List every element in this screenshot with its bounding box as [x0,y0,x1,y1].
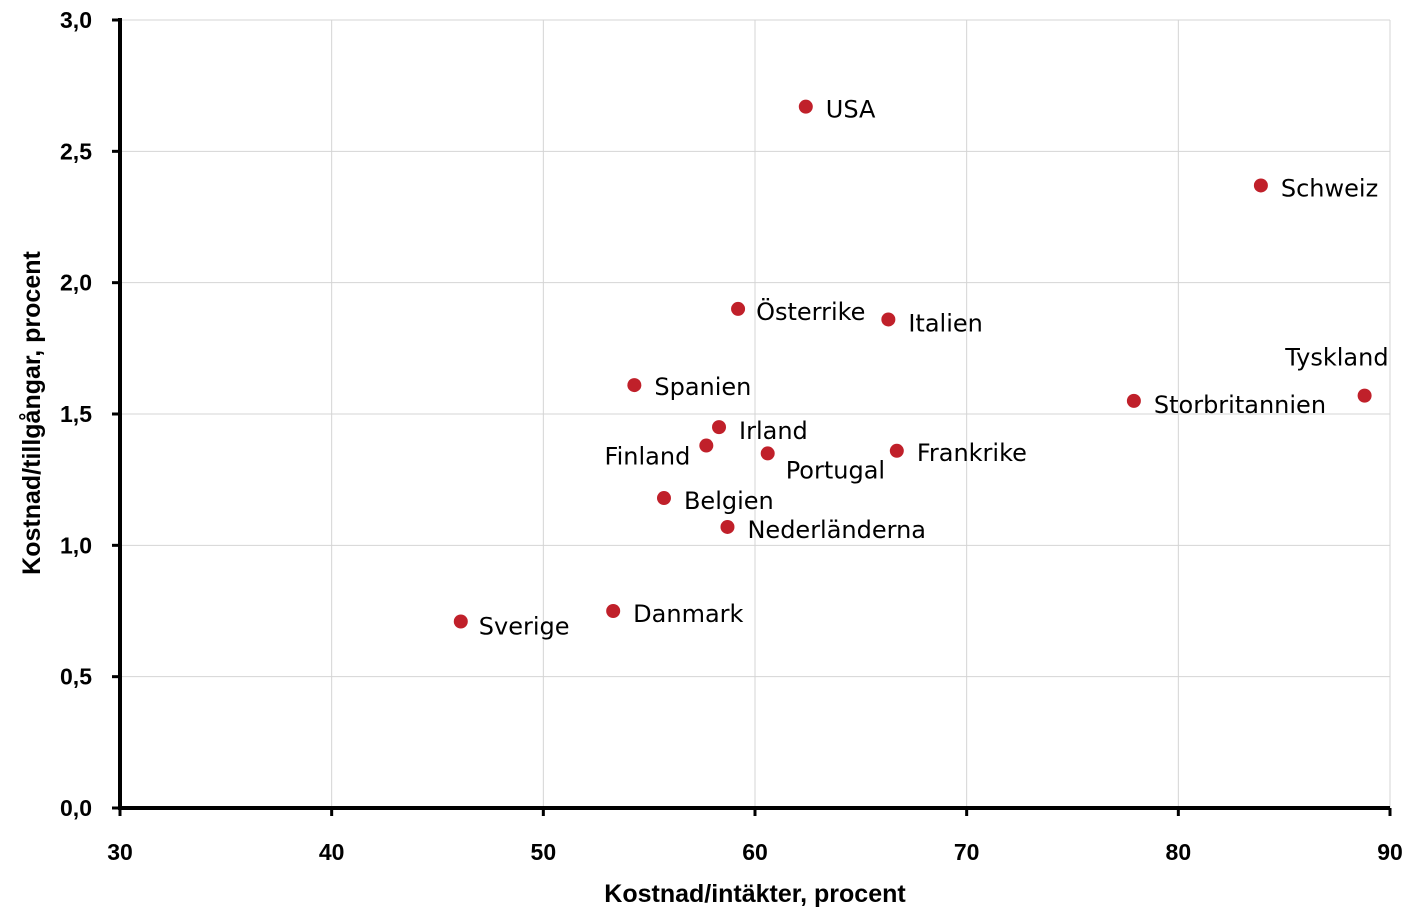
y-tick-label: 0,5 [60,664,92,690]
data-point-label: Storbritannien [1154,391,1326,419]
data-point [606,604,621,618]
y-axis-title: Kostnad/tillgångar, procent [18,251,46,575]
data-point [453,614,468,629]
data-point-label: Spanien [654,373,751,401]
point-labels: USA Schweiz Österrike Italien Tyskland Spanie… [479,96,1389,641]
x-tick-label: 60 [742,839,768,865]
data-point-label: Finland [605,443,691,471]
data-point-label: Portugal [786,456,885,484]
x-axis-title: Kostnad/intäkter, procent [604,880,906,908]
data-point-label: Italien [908,309,983,337]
x-tick-label: 70 [954,839,980,865]
data-point-label: Österrike [756,297,865,326]
data-point-label: Belgien [684,487,774,515]
data-point [1357,388,1372,403]
data-point [881,312,896,327]
y-tick-label: 2,0 [60,270,92,296]
grid-lines [120,19,1391,808]
data-point-label: Schweiz [1281,174,1378,202]
data-point [889,443,904,458]
data-point [1253,178,1268,193]
data-point-label: Frankrike [917,439,1027,467]
x-tick-label: 30 [107,839,133,865]
y-tick-label: 1,5 [60,401,92,427]
tick-labels: 30 40 50 60 70 80 90 0,0 0,5 1,0 1,5 2,0 2,5 3,0 [60,7,1403,865]
data-point-label: Nederländerna [747,516,926,544]
x-tick-label: 50 [531,839,557,865]
data-point-label: Irland [739,417,808,445]
data-point [720,519,735,534]
data-point-label: Tyskland [1284,344,1388,372]
y-tick-label: 1,0 [60,532,92,558]
y-tick-label: 2,5 [60,138,92,164]
data-point [798,99,813,114]
y-tick-label: 3,0 [60,7,92,33]
data-point [699,438,714,453]
data-point [1126,393,1141,408]
data-point-label: USA [826,96,876,124]
data-point [627,378,642,393]
x-tick-label: 90 [1377,839,1403,865]
data-point [760,446,775,461]
data-point-label: Danmark [633,600,743,628]
data-point [656,491,671,506]
data-points [453,99,1372,629]
axes [112,18,1392,816]
y-tick-label: 0,0 [60,795,92,821]
data-point [731,301,746,316]
x-tick-label: 80 [1166,839,1192,865]
data-point-label: Sverige [479,613,570,641]
data-point [712,420,727,435]
x-tick-label: 40 [319,839,345,865]
